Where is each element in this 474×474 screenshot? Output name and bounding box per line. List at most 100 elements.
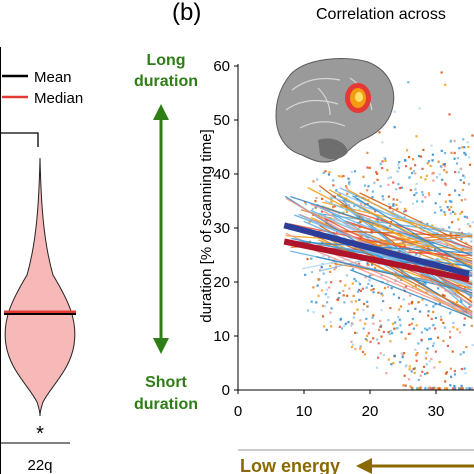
- scatter-point: [430, 144, 433, 147]
- scatter-point: [467, 183, 471, 186]
- scatter-point: [462, 181, 466, 184]
- scatter-point: [377, 263, 381, 266]
- scatter-point: [352, 316, 355, 319]
- regression-line: [299, 243, 473, 317]
- scatter-point: [398, 161, 401, 164]
- scatter-point: [366, 305, 369, 308]
- scatter-point: [460, 384, 463, 387]
- scatter-point: [407, 378, 411, 381]
- scatter-point: [336, 298, 339, 301]
- scatter-point: [433, 366, 436, 369]
- scatter-point: [340, 175, 343, 178]
- scatter-point: [328, 171, 331, 174]
- scatter-point: [446, 387, 449, 390]
- scatter-point: [424, 357, 428, 360]
- scatter-point: [354, 348, 357, 351]
- scatter-point: [470, 324, 473, 327]
- scatter-point: [317, 278, 320, 281]
- scatter-point: [395, 203, 398, 206]
- scatter-point: [359, 220, 362, 224]
- scatter-point: [337, 175, 341, 178]
- long-label-2: duration: [134, 73, 198, 90]
- scatter-point: [360, 203, 363, 206]
- scatter-point: [404, 165, 408, 168]
- scatter-point: [464, 198, 467, 201]
- scatter-point: [351, 282, 354, 285]
- scatter-point: [443, 163, 446, 166]
- scatter-point: [377, 291, 380, 294]
- scatter-point: [358, 282, 361, 286]
- scatter-point: [421, 200, 424, 203]
- scatter-point: [420, 331, 423, 334]
- scatter-point: [415, 135, 418, 138]
- scatter-point: [356, 290, 360, 293]
- scatter-point: [471, 343, 474, 347]
- scatter-point: [422, 365, 426, 368]
- scatter-point: [330, 200, 333, 204]
- scatter-point: [393, 354, 396, 357]
- scatter-point: [448, 200, 452, 203]
- scatter-point: [389, 224, 392, 227]
- scatter-point: [433, 387, 436, 390]
- scatter-point: [394, 321, 397, 324]
- scatter-point: [444, 182, 447, 185]
- scatter-point: [372, 287, 375, 291]
- scatter-point: [383, 286, 387, 290]
- scatter-point: [421, 298, 424, 301]
- scatter-point: [434, 202, 437, 205]
- scatter-point: [404, 209, 407, 213]
- scatter-point: [364, 322, 367, 325]
- scatter-point: [338, 291, 341, 295]
- scatter-point: [384, 159, 387, 162]
- scatter-point: [371, 316, 374, 319]
- scatter-point: [434, 327, 437, 330]
- scatter-point: [401, 356, 404, 359]
- scatter-point: [380, 274, 383, 277]
- scatter-point: [380, 309, 383, 312]
- scatter-point: [459, 168, 462, 171]
- scatter-point: [446, 206, 449, 209]
- scatter-point: [393, 110, 396, 113]
- scatter-point: [466, 141, 469, 144]
- scatter-point: [315, 205, 318, 209]
- scatter-point: [442, 227, 445, 230]
- scatter-point: [439, 206, 442, 209]
- scatter-point: [370, 289, 373, 292]
- scatter-point: [366, 334, 369, 337]
- scatter-point: [448, 208, 451, 211]
- scatter-point: [432, 342, 436, 345]
- scatter-point: [366, 300, 369, 303]
- scatter-point: [409, 385, 412, 388]
- scatter-point: [368, 233, 371, 236]
- scatter-point: [405, 363, 408, 367]
- scatter-point: [470, 240, 473, 243]
- scatter-point: [418, 250, 421, 254]
- scatter-point: [407, 81, 410, 84]
- scatter-point: [442, 339, 445, 342]
- scatter-point: [354, 279, 358, 283]
- scatter-point: [338, 192, 341, 196]
- scatter-point: [378, 131, 381, 134]
- scatter-point: [445, 171, 448, 174]
- scatter-point: [421, 191, 424, 194]
- scatter-point: [428, 360, 431, 363]
- scatter-point: [354, 300, 358, 303]
- scatter-point: [431, 153, 434, 156]
- scatter-point: [431, 159, 434, 162]
- brain-inset: [275, 58, 395, 163]
- short-label-2: duration: [134, 396, 198, 413]
- scatter-point: [436, 336, 440, 339]
- regression-line: [324, 199, 473, 264]
- scatter-point: [368, 279, 371, 282]
- scatter-point: [438, 360, 441, 364]
- scatter-point: [467, 222, 470, 226]
- long-label-1: Long: [146, 52, 185, 69]
- scatter-point: [403, 215, 406, 219]
- scatter-point: [325, 328, 328, 331]
- scatter-point: [353, 170, 357, 173]
- scatter-point: [339, 280, 342, 283]
- scatter-point: [317, 294, 320, 297]
- scatter-point: [361, 350, 365, 354]
- scatter-point: [351, 267, 355, 271]
- scatter-point: [315, 301, 318, 304]
